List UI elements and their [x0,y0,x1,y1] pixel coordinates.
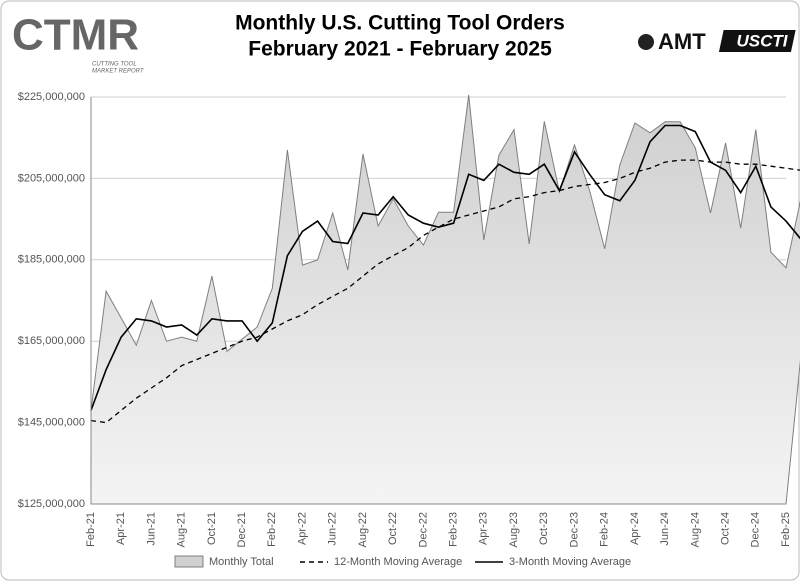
y-tick-label: $125,000,000 [18,498,85,510]
logo-sub: CUTTING TOOL [92,62,137,68]
y-tick-label: $225,000,000 [18,91,85,103]
x-tick-label: Dec-22 [417,512,429,547]
x-tick-label: Jun-24 [659,512,671,546]
y-tick-label: $205,000,000 [18,172,85,184]
chart-subtitle: February 2021 - February 2025 [248,38,552,61]
x-tick-label: Aug-22 [357,512,369,547]
x-tick-label: Jun-22 [327,512,339,546]
line [90,124,800,411]
x-tick-label: Feb-25 [780,512,792,547]
x-tick-label: Oct-22 [387,512,399,545]
logo-ctmr: CTMR [12,11,139,60]
x-tick-label: Apr-22 [296,512,308,545]
x-tick-label: Dec-24 [750,512,762,547]
x-tick-label: Feb-23 [448,512,460,547]
y-tick-label: $185,000,000 [18,254,85,266]
x-tick-label: Jun-21 [145,512,157,546]
x-tick-label: Feb-22 [266,512,278,547]
legend-label: 12-Month Moving Average [334,556,462,568]
logo-amt: AMT [658,29,706,54]
legend-swatch [174,555,204,568]
legend-label: Monthly Total [209,556,274,568]
x-tick-label: Dec-21 [236,512,248,547]
y-tick-label: $165,000,000 [18,335,85,347]
x-tick-label: Apr-23 [478,512,490,545]
y-tick-label: $145,000,000 [18,417,85,429]
x-tick-label: Feb-24 [599,512,611,547]
x-tick-label: Aug-23 [508,512,520,547]
x-tick-label: Feb-21 [85,512,97,547]
uscti-badge [718,30,796,52]
x-tick-label: Aug-24 [689,512,701,547]
chart-title: Monthly U.S. Cutting Tool Orders [235,12,565,35]
x-tick-label: Apr-24 [629,512,641,545]
logo-sub: MARKET REPORT [92,69,145,75]
amt-icon [638,34,654,50]
logo-uscti: USCTI [737,31,789,50]
x-tick-label: Aug-21 [176,512,188,547]
x-tick-label: Apr-21 [115,512,127,545]
legend-label: 3-Month Moving Average [509,556,631,568]
x-tick-label: Oct-24 [719,512,731,545]
x-tick-label: Oct-21 [206,512,218,545]
x-tick-label: Dec-23 [568,512,580,547]
x-tick-label: Oct-23 [538,512,550,545]
